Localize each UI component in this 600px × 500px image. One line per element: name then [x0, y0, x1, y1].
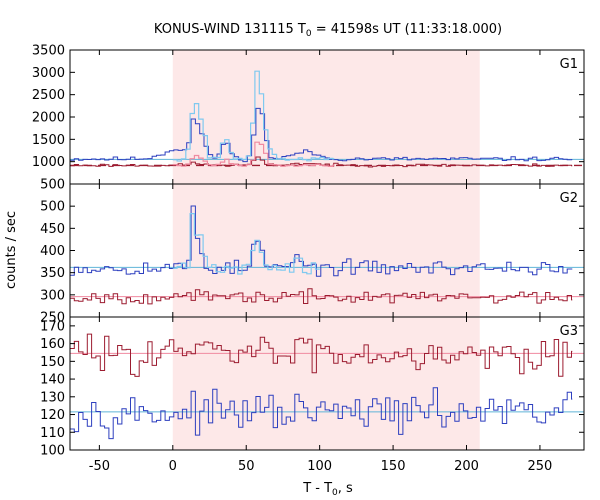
panel-label: G2 — [560, 191, 578, 206]
y-tick-label: 110 — [40, 426, 65, 441]
x-tick-label: 250 — [528, 459, 553, 474]
y-tick-label: 350 — [40, 266, 65, 281]
series-step-line — [70, 387, 573, 440]
y-tick-label: 130 — [40, 390, 65, 405]
series-step-line — [172, 141, 335, 167]
series-step-line — [70, 333, 573, 377]
panel-frame — [69, 316, 585, 451]
y-tick-label: 100 — [40, 444, 65, 459]
series-step-line — [172, 213, 320, 275]
y-axis-label: counts / sec — [4, 211, 19, 289]
y-tick-label: 500 — [40, 178, 65, 193]
x-tick-label: 100 — [307, 459, 332, 474]
y-tick-label: 3000 — [32, 66, 65, 81]
plot-layer: 500100015002000250030003500G125030035040… — [32, 44, 585, 474]
panel-g3: 100 110 120 130 140 150 160 170 G3 — [40, 316, 585, 459]
y-tick-label: 1000 — [32, 155, 65, 170]
y-tick-label: 400 — [40, 244, 65, 259]
series-step-line — [172, 70, 335, 162]
burst-interval-band — [172, 50, 480, 450]
y-tick-label: 150 — [40, 355, 65, 370]
y-tick-label: 2500 — [32, 88, 65, 103]
y-tick-label: 3500 — [32, 44, 65, 59]
x-tick-label: 0 — [169, 459, 177, 474]
panel-g1: 500 1000 1500 2000 2500 3000 3500 G1 — [32, 44, 585, 193]
x-tick-label: 150 — [381, 459, 406, 474]
y-tick-label: 2000 — [32, 111, 65, 126]
series-step-line — [70, 156, 573, 168]
y-tick-label: 300 — [40, 288, 65, 303]
y-tick-label: 140 — [40, 373, 65, 388]
y-tick-label: 160 — [40, 337, 65, 352]
y-tick-label: 120 — [40, 408, 65, 423]
x-tick-label: -50 — [89, 459, 110, 474]
panel-label: G3 — [560, 324, 578, 339]
y-tick-label: 1500 — [32, 133, 65, 148]
y-tick-label: 170 — [40, 319, 65, 334]
series-step-line — [70, 205, 573, 277]
panel-label: G1 — [560, 57, 578, 72]
y-tick-label: 250 — [40, 311, 65, 326]
x-axis-label: T - T0, s — [302, 481, 353, 498]
x-tick-label: 200 — [454, 459, 479, 474]
y-tick-label: 500 — [40, 200, 65, 215]
x-tick-label: 50 — [238, 459, 255, 474]
y-tick-label: 450 — [40, 222, 65, 237]
chart-title: KONUS-WIND 131115 T0 = 41598s UT (11:33:… — [154, 22, 502, 39]
series-step-line — [70, 288, 573, 305]
series-step-line — [70, 107, 573, 163]
